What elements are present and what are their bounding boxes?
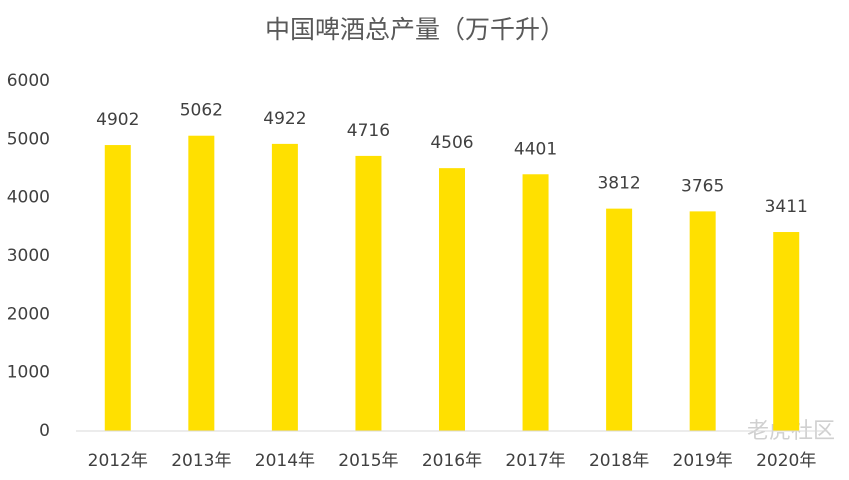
y-tick-label: 3000 [7, 246, 50, 266]
bar [271, 143, 298, 431]
x-tick-label: 2017年 [505, 451, 565, 471]
y-tick-label: 5000 [7, 129, 50, 149]
x-tick-label: 2012年 [88, 451, 148, 471]
y-tick-label: 1000 [7, 363, 50, 383]
value-label: 3812 [597, 174, 640, 194]
value-label: 3765 [681, 176, 724, 196]
value-label: 5062 [180, 101, 223, 121]
bar [188, 135, 215, 431]
x-tick-label: 2020年 [756, 451, 816, 471]
y-tick-label: 2000 [7, 304, 50, 324]
bar [104, 145, 131, 432]
chart-title: 中国啤酒总产量（万千升） [265, 15, 565, 44]
value-label: 4506 [430, 133, 473, 153]
x-tick-label: 2018年 [589, 451, 649, 471]
value-label: 4902 [96, 110, 139, 130]
value-label: 4716 [347, 121, 390, 141]
value-label: 3411 [765, 197, 808, 217]
bar [355, 155, 382, 431]
bar [522, 174, 549, 431]
y-tick-label: 6000 [7, 71, 50, 91]
y-tick-label: 4000 [7, 188, 50, 208]
x-tick-label: 2015年 [338, 451, 398, 471]
bar [606, 208, 633, 431]
y-tick-label: 0 [39, 421, 50, 441]
bar [773, 232, 800, 431]
x-tick-label: 2013年 [171, 451, 231, 471]
x-tick-label: 2014年 [255, 451, 315, 471]
x-tick-label: 2019年 [673, 451, 733, 471]
bar [439, 168, 465, 431]
bar [689, 211, 716, 431]
x-tick-label: 2016年 [422, 451, 482, 471]
value-label: 4922 [263, 109, 306, 129]
value-label: 4401 [514, 139, 557, 159]
